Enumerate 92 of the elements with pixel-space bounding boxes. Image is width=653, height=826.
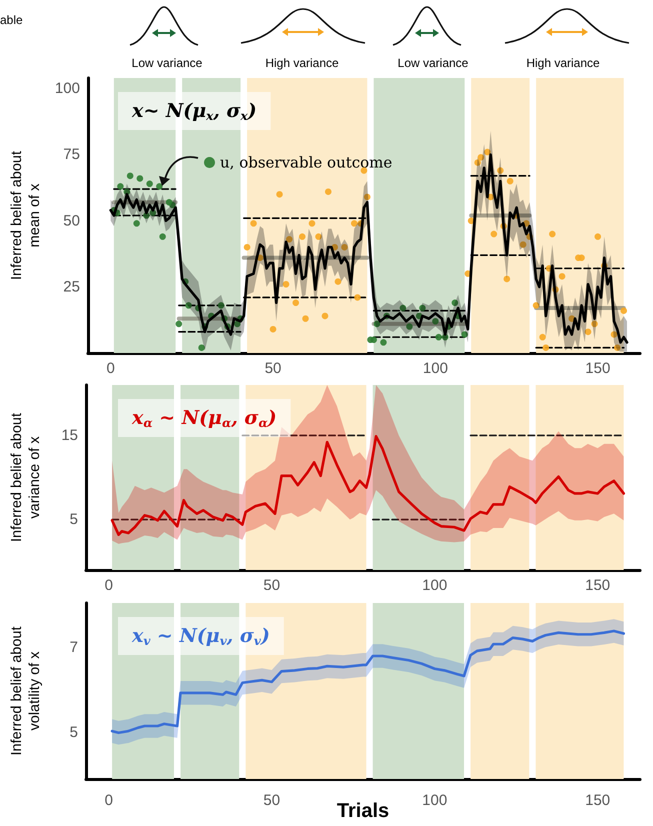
point bbox=[506, 178, 514, 184]
point bbox=[126, 172, 134, 180]
x-tick-label: 0 bbox=[106, 360, 115, 377]
text: Low variance bbox=[132, 56, 203, 70]
point bbox=[350, 220, 358, 227]
point bbox=[244, 244, 250, 250]
point bbox=[299, 233, 306, 240]
x-tick-label: 100 bbox=[422, 577, 448, 594]
point bbox=[419, 304, 426, 312]
x-tick-label: 100 bbox=[422, 792, 448, 809]
point bbox=[270, 326, 276, 332]
point bbox=[308, 220, 316, 227]
line-series bbox=[110, 630, 626, 734]
y-axis-title: Inferred belief about volatility of x bbox=[9, 626, 43, 756]
point bbox=[341, 244, 348, 250]
x-tick-label: 50 bbox=[263, 792, 280, 809]
point bbox=[133, 220, 140, 227]
y-tick-label: 100 bbox=[54, 80, 80, 98]
point bbox=[406, 323, 413, 330]
point bbox=[435, 334, 442, 340]
point bbox=[484, 148, 491, 156]
point bbox=[380, 339, 387, 346]
point bbox=[504, 276, 510, 282]
text: High variance bbox=[526, 56, 600, 70]
point bbox=[250, 220, 257, 227]
point bbox=[282, 281, 290, 288]
y-tick-label: 25 bbox=[63, 278, 80, 296]
text: Low variance bbox=[398, 56, 469, 70]
point bbox=[578, 254, 585, 262]
point bbox=[549, 230, 556, 238]
y-tick-label: 50 bbox=[63, 212, 80, 230]
point bbox=[185, 302, 192, 309]
point bbox=[322, 312, 328, 320]
point bbox=[452, 300, 458, 306]
point bbox=[490, 230, 498, 238]
point bbox=[539, 334, 546, 340]
x-tick-label: 0 bbox=[104, 792, 113, 809]
point bbox=[461, 331, 468, 338]
point bbox=[169, 202, 176, 208]
x-tick-label: 50 bbox=[264, 360, 282, 377]
text: able bbox=[0, 13, 24, 27]
y-tick-label: 7 bbox=[70, 639, 78, 656]
text: High variance bbox=[265, 56, 340, 70]
x-tick-label: 150 bbox=[585, 577, 610, 594]
legend-label: u, observable outcome bbox=[220, 154, 392, 172]
x-tick-label: 150 bbox=[585, 792, 610, 809]
point bbox=[276, 191, 283, 198]
point bbox=[334, 278, 342, 285]
point bbox=[146, 180, 153, 188]
point bbox=[315, 233, 322, 240]
point bbox=[159, 233, 166, 240]
y-tick-label: 75 bbox=[63, 146, 80, 164]
point bbox=[478, 154, 484, 161]
point bbox=[374, 320, 380, 328]
x-tick-label: 50 bbox=[263, 577, 280, 594]
y-tick-label: 5 bbox=[70, 511, 78, 528]
point bbox=[286, 236, 293, 243]
point bbox=[117, 183, 124, 190]
point bbox=[474, 159, 481, 166]
point bbox=[584, 328, 592, 336]
point bbox=[176, 320, 182, 328]
point bbox=[354, 294, 361, 301]
point bbox=[302, 315, 309, 322]
y-tick-label: 15 bbox=[61, 426, 78, 444]
point bbox=[620, 307, 628, 314]
point bbox=[364, 194, 370, 200]
point bbox=[558, 273, 566, 280]
x-tick-label: 150 bbox=[585, 360, 610, 377]
point bbox=[532, 302, 540, 309]
line-series bbox=[110, 434, 626, 536]
point bbox=[520, 241, 526, 248]
y-axis-title: Inferred belief about variance of x bbox=[9, 413, 43, 542]
point bbox=[292, 300, 300, 306]
x-tick-label: 100 bbox=[422, 360, 448, 377]
x-axis-title: Trials bbox=[336, 800, 390, 822]
point bbox=[136, 175, 144, 182]
point bbox=[325, 188, 332, 195]
point bbox=[591, 320, 598, 328]
point bbox=[156, 183, 163, 190]
point bbox=[610, 331, 618, 338]
y-axis-title: Inferred belief about mean of x bbox=[9, 151, 43, 280]
x-tick-label: 0 bbox=[104, 577, 113, 594]
point bbox=[594, 233, 602, 240]
y-tick-label: 5 bbox=[70, 724, 78, 741]
point bbox=[614, 344, 621, 351]
point bbox=[542, 344, 550, 351]
point bbox=[497, 167, 504, 174]
point bbox=[370, 336, 377, 344]
point bbox=[218, 302, 224, 309]
point bbox=[432, 318, 439, 325]
point bbox=[198, 344, 205, 351]
point bbox=[400, 304, 406, 312]
